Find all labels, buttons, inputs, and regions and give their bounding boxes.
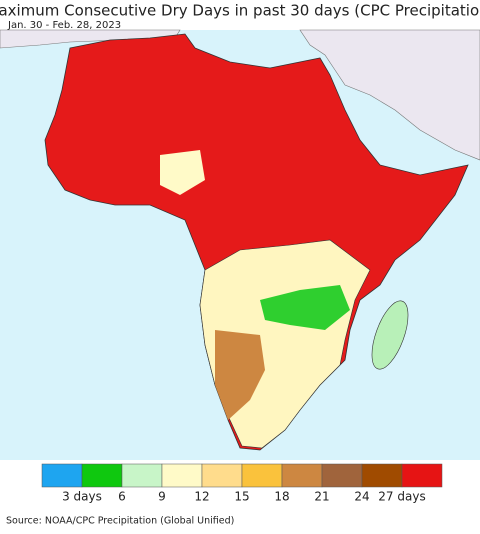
legend-label: 12 — [194, 490, 209, 504]
legend-swatch — [401, 463, 443, 488]
legend-label: 27 days — [378, 490, 425, 504]
legend-swatch — [121, 463, 163, 488]
europe — [0, 29, 181, 49]
legend-swatch — [201, 463, 243, 488]
legend-swatch — [361, 463, 403, 488]
legend-label: 21 — [314, 490, 329, 504]
madagascar — [371, 300, 409, 370]
legend-swatch — [281, 463, 323, 488]
subtitle: Jan. 30 - Feb. 28, 2023 — [7, 20, 121, 31]
wet-patch — [260, 285, 350, 330]
legend-swatch — [321, 463, 363, 488]
legend-swatch — [161, 463, 203, 488]
title: Maximum Consecutive Dry Days in past 30 … — [0, 2, 480, 20]
legend-label: 6 — [118, 490, 126, 504]
legend-label: 3 days — [62, 490, 102, 504]
legend-swatch — [81, 463, 123, 488]
middle-east — [299, 29, 480, 161]
legend-swatch — [241, 463, 283, 488]
legend-label: 18 — [274, 490, 289, 504]
legend-label: 24 — [354, 490, 369, 504]
legend-label: 9 — [158, 490, 166, 504]
legend-swatch — [41, 463, 83, 488]
legend-label: 15 — [234, 490, 249, 504]
source: Source: NOAA/CPC Precipitation (Global U… — [6, 516, 234, 527]
dry-patch — [215, 330, 265, 420]
light-patch — [160, 150, 205, 195]
